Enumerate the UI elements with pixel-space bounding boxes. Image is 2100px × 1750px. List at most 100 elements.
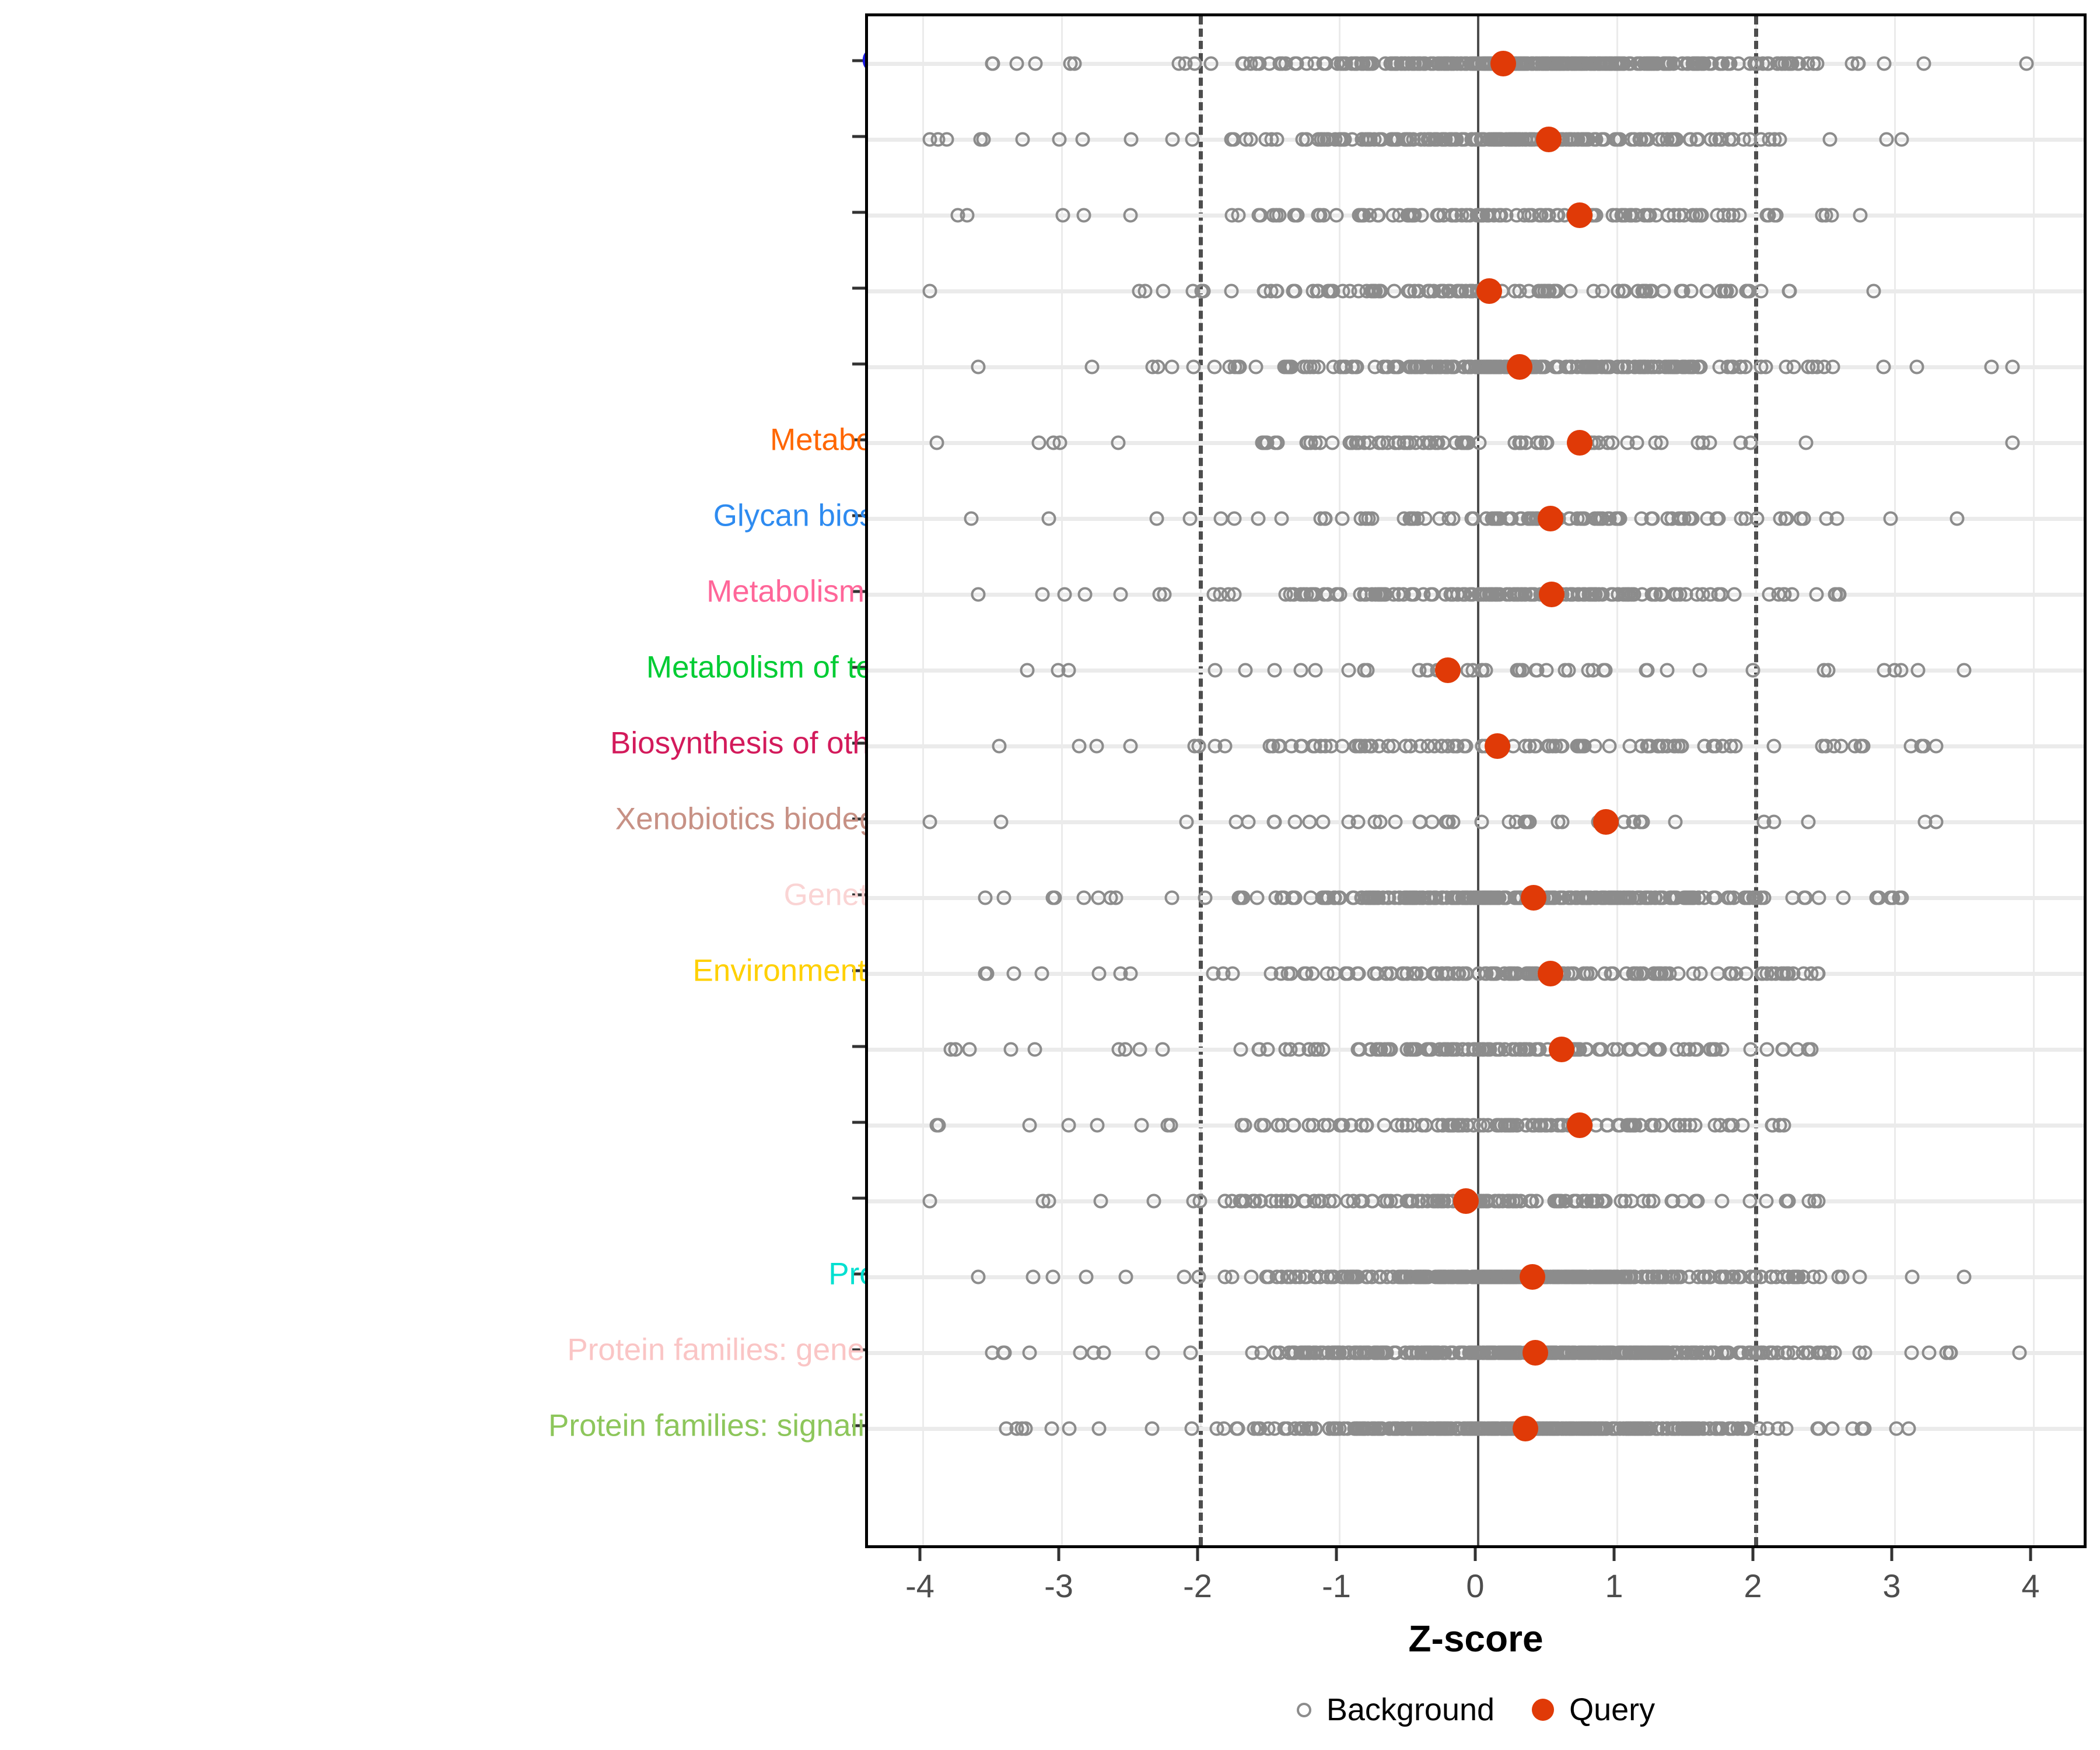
background-point: [1438, 359, 1454, 374]
background-point: [1696, 1421, 1712, 1436]
background-point: [1123, 208, 1138, 223]
background-point: [1436, 132, 1451, 147]
background-point: [1233, 1194, 1248, 1209]
background-point: [1238, 663, 1253, 678]
background-point: [1639, 663, 1654, 678]
background-point: [1984, 359, 1999, 374]
background-point: [1642, 208, 1657, 223]
background-point: [1606, 1042, 1621, 1057]
background-point: [1721, 208, 1737, 223]
background-point: [1009, 56, 1024, 71]
background-point: [1245, 1345, 1260, 1360]
background-point: [1712, 359, 1727, 374]
background-point: [1337, 132, 1352, 147]
background-point: [1302, 1345, 1317, 1360]
background-point: [1561, 663, 1576, 678]
background-point: [1357, 663, 1372, 678]
background-point: [1804, 1042, 1819, 1057]
background-point: [1224, 1269, 1240, 1284]
background-point: [1796, 1345, 1811, 1360]
background-point: [1854, 1421, 1870, 1436]
background-point: [1822, 132, 1838, 147]
y-axis-tick: [852, 362, 865, 366]
background-point: [1736, 132, 1751, 147]
background-point: [1156, 284, 1171, 299]
background-point: [1250, 1421, 1265, 1436]
background-point: [1521, 511, 1536, 526]
background-point: [962, 1042, 977, 1057]
background-point: [1236, 890, 1251, 905]
background-point: [1939, 1345, 1954, 1360]
background-point: [1825, 1421, 1840, 1436]
background-point: [1350, 814, 1366, 830]
background-point: [1438, 1421, 1453, 1436]
background-point: [1490, 890, 1505, 905]
background-point: [1957, 1269, 1972, 1284]
background-point: [1518, 738, 1533, 754]
query-point: [1537, 961, 1563, 986]
background-point: [1681, 56, 1696, 71]
background-point: [1586, 284, 1601, 299]
x-axis-tick-label: -2: [1183, 1567, 1212, 1604]
background-point: [1355, 56, 1370, 71]
background-point: [1579, 966, 1594, 981]
background-point: [1325, 1421, 1340, 1436]
x-axis-tick: [1335, 1548, 1338, 1561]
background-point: [1810, 1345, 1825, 1360]
background-point: [1573, 511, 1588, 526]
background-point: [922, 284, 937, 299]
background-point: [1144, 1421, 1160, 1436]
background-point: [1387, 284, 1402, 299]
background-point: [1061, 1118, 1076, 1133]
background-point: [1241, 814, 1255, 830]
background-point: [1264, 966, 1279, 981]
background-point: [1164, 890, 1180, 905]
background-point: [1465, 511, 1480, 526]
background-point: [1480, 1118, 1496, 1133]
background-point: [1093, 1194, 1108, 1209]
background-point: [2012, 1345, 2027, 1360]
query-point: [1539, 582, 1565, 607]
background-point: [1222, 359, 1237, 374]
background-point: [1497, 1421, 1512, 1436]
background-point: [1743, 1042, 1758, 1057]
x-axis-tick: [1474, 1548, 1477, 1561]
background-point: [1267, 1421, 1282, 1436]
background-point: [1231, 208, 1246, 223]
background-point: [971, 587, 986, 602]
background-point: [1266, 208, 1281, 223]
v-gridline: [1894, 16, 1896, 1545]
background-point: [1415, 890, 1430, 905]
background-point: [1321, 890, 1336, 905]
background-point: [1667, 132, 1682, 147]
background-point: [929, 1118, 944, 1133]
background-point: [1353, 1345, 1368, 1360]
background-point: [1718, 1269, 1733, 1284]
background-point: [985, 1345, 1000, 1360]
background-point: [1277, 359, 1292, 374]
background-point: [1479, 511, 1494, 526]
query-point: [1485, 733, 1511, 759]
background-point: [1003, 1042, 1019, 1057]
background-point: [1766, 814, 1782, 830]
background-point: [1957, 663, 1972, 678]
x-axis-tick: [1057, 1548, 1060, 1561]
background-point: [1551, 359, 1566, 374]
background-point: [1883, 511, 1898, 526]
background-point: [1427, 738, 1442, 754]
background-point: [1877, 56, 1892, 71]
background-point: [1022, 1345, 1037, 1360]
background-point: [1578, 1042, 1594, 1057]
background-point: [1779, 1421, 1794, 1436]
background-point: [1217, 1194, 1233, 1209]
background-point: [1566, 1194, 1581, 1209]
background-point: [1469, 132, 1485, 147]
background-point: [1570, 132, 1586, 147]
background-point: [1853, 208, 1867, 223]
y-axis-tick: [852, 741, 865, 745]
background-point: [1377, 1118, 1392, 1133]
background-point: [1411, 284, 1426, 299]
background-point: [1689, 132, 1704, 147]
background-point: [1366, 284, 1381, 299]
background-point: [1243, 132, 1258, 147]
